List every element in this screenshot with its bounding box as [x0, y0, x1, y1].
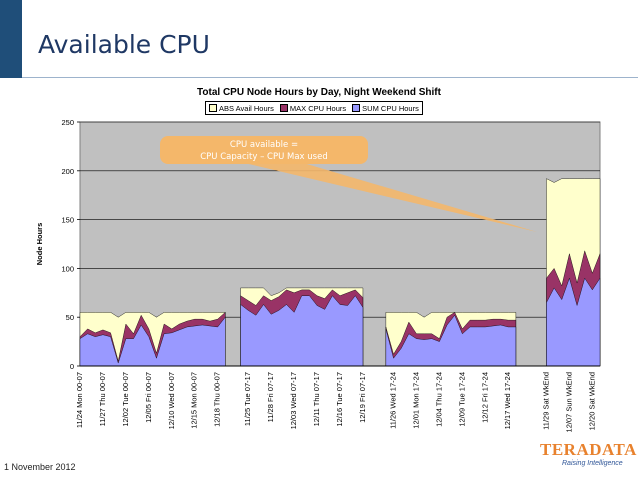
x-tick-label: 12/02 Tue 00-07: [121, 372, 130, 427]
title-accent-bar: [0, 0, 22, 78]
series-sum-area: [546, 277, 601, 367]
chart-title: Total CPU Node Hours by Day, Night Weeke…: [197, 87, 441, 98]
legend-item-avail: ABS Avail Hours: [209, 104, 274, 113]
x-tick-label: 12/03 Wed 07-17: [289, 372, 298, 429]
teradata-logo: TERADATA Raising Intelligence: [540, 440, 637, 472]
logo-tagline: Raising Intelligence: [562, 460, 623, 467]
legend-swatch-sum: [352, 104, 361, 112]
y-tick-label: 150: [61, 216, 74, 225]
x-tick-label: 12/18 Thu 00-07: [213, 372, 222, 427]
x-tick-label: 12/12 Fri 17-24: [480, 372, 489, 423]
y-tick-label: 250: [61, 118, 74, 127]
callout-line2: CPU Capacity – CPU Max used: [200, 152, 327, 162]
x-tick-label: 12/11 Thu 07-17: [312, 372, 321, 426]
y-tick-label: 50: [66, 313, 74, 322]
legend-label-sum: SUM CPU Hours: [362, 103, 419, 113]
x-tick-label: 12/19 Fri 07-17: [358, 372, 367, 423]
x-tick-label: 12/20 Sat WkEnd: [587, 372, 596, 430]
x-tick-label: 12/07 Sun WkEnd: [564, 372, 573, 432]
footer-date: 1 November 2012: [4, 462, 76, 472]
x-tick-label: 11/26 Wed 17-24: [389, 372, 398, 429]
x-tick-label: 11/25 Tue 07-17: [243, 372, 252, 426]
y-axis-label: Node Hours: [35, 223, 44, 266]
callout-pointer: [240, 162, 537, 232]
y-tick-label: 200: [61, 167, 74, 176]
logo-text: TERADATA: [540, 440, 637, 459]
callout-line1: CPU available =: [230, 140, 298, 150]
chart-legend: ABS Avail Hours MAX CPU Hours SUM CPU Ho…: [205, 101, 423, 115]
legend-label-avail: ABS Avail Hours: [219, 103, 274, 113]
x-tick-label: 11/27 Thu 00-07: [98, 372, 107, 426]
title-divider: [22, 77, 638, 78]
legend-item-max: MAX CPU Hours: [279, 103, 347, 113]
legend-label-max: MAX CPU Hours: [289, 103, 347, 113]
y-tick-label: 100: [61, 264, 74, 273]
x-tick-label: 12/10 Wed 00-07: [167, 372, 176, 429]
legend-swatch-max: [279, 104, 288, 112]
x-tick-label: 12/01 Mon 17-24: [411, 372, 420, 429]
x-tick-label: 11/28 Fri 07-17: [266, 372, 275, 422]
x-tick-label: 12/05 Fri 00-07: [144, 372, 153, 423]
callout-box: [160, 136, 368, 164]
x-tick-label: 12/16 Tue 07-17: [335, 372, 344, 427]
x-tick-label: 11/24 Mon 00-07: [75, 372, 84, 428]
x-tick-label: 12/17 Wed 17-24: [503, 372, 512, 429]
legend-swatch-avail: [209, 104, 217, 112]
x-tick-label: 12/04 Thu 17-24: [434, 372, 443, 427]
y-tick-label: 0: [70, 362, 74, 371]
x-tick-label: 11/29 Sat WkEnd: [541, 372, 550, 430]
x-tick-label: 12/09 Tue 17-24: [457, 372, 466, 427]
slide-title: Available CPU: [38, 30, 210, 59]
x-tick-label: 12/15 Mon 00-07: [190, 372, 199, 429]
legend-item-sum: SUM CPU Hours: [352, 104, 419, 113]
